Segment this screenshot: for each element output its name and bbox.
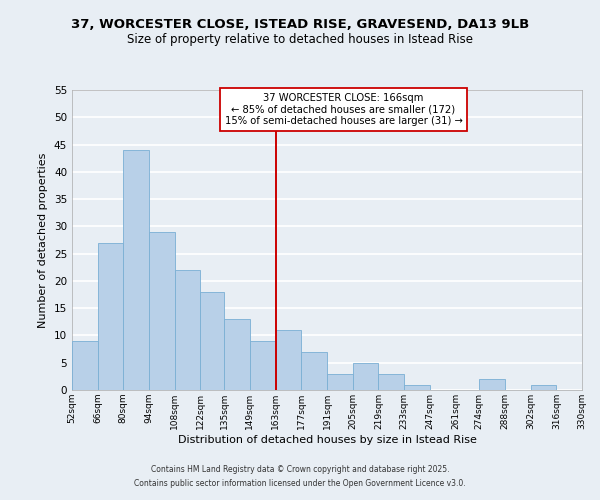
Text: 37 WORCESTER CLOSE: 166sqm
← 85% of detached houses are smaller (172)
15% of sem: 37 WORCESTER CLOSE: 166sqm ← 85% of deta… [224,92,463,126]
Bar [353,362,379,390]
Bar [175,270,200,390]
Bar [200,292,224,390]
Y-axis label: Number of detached properties: Number of detached properties [38,152,49,328]
Bar [250,341,275,390]
Bar [275,330,301,390]
Bar [124,150,149,390]
Bar [379,374,404,390]
Bar [301,352,327,390]
Text: Size of property relative to detached houses in Istead Rise: Size of property relative to detached ho… [127,32,473,46]
Text: Contains HM Land Registry data © Crown copyright and database right 2025.
Contai: Contains HM Land Registry data © Crown c… [134,466,466,487]
Bar [404,384,430,390]
Bar [98,242,124,390]
Bar [479,379,505,390]
Bar [530,384,556,390]
Bar [327,374,353,390]
Bar [72,341,98,390]
Bar [149,232,175,390]
Text: 37, WORCESTER CLOSE, ISTEAD RISE, GRAVESEND, DA13 9LB: 37, WORCESTER CLOSE, ISTEAD RISE, GRAVES… [71,18,529,30]
X-axis label: Distribution of detached houses by size in Istead Rise: Distribution of detached houses by size … [178,434,476,444]
Bar [224,319,250,390]
